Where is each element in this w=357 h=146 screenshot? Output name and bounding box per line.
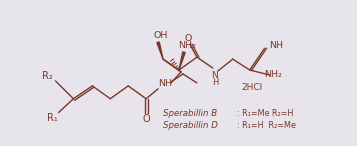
Text: R₂: R₂ (42, 71, 53, 81)
Text: NH₂: NH₂ (178, 41, 196, 50)
Text: H: H (212, 78, 218, 87)
Text: N: N (211, 72, 218, 80)
Text: R₁: R₁ (47, 113, 58, 123)
Text: : R₁=H  R₂=Me: : R₁=H R₂=Me (237, 121, 296, 130)
Text: NH₂: NH₂ (264, 71, 282, 79)
Text: NH: NH (270, 41, 283, 50)
Text: O: O (142, 114, 150, 124)
Polygon shape (157, 42, 163, 59)
Text: Sperabillin D: Sperabillin D (163, 121, 218, 130)
Text: : R₁=Me R₂=H: : R₁=Me R₂=H (237, 109, 293, 118)
Text: Sperabillin B: Sperabillin B (163, 109, 217, 118)
Text: 2HCl: 2HCl (241, 83, 262, 92)
Text: NH: NH (158, 79, 172, 88)
Text: O: O (184, 34, 192, 43)
Text: OH: OH (154, 31, 168, 40)
Polygon shape (179, 52, 185, 70)
